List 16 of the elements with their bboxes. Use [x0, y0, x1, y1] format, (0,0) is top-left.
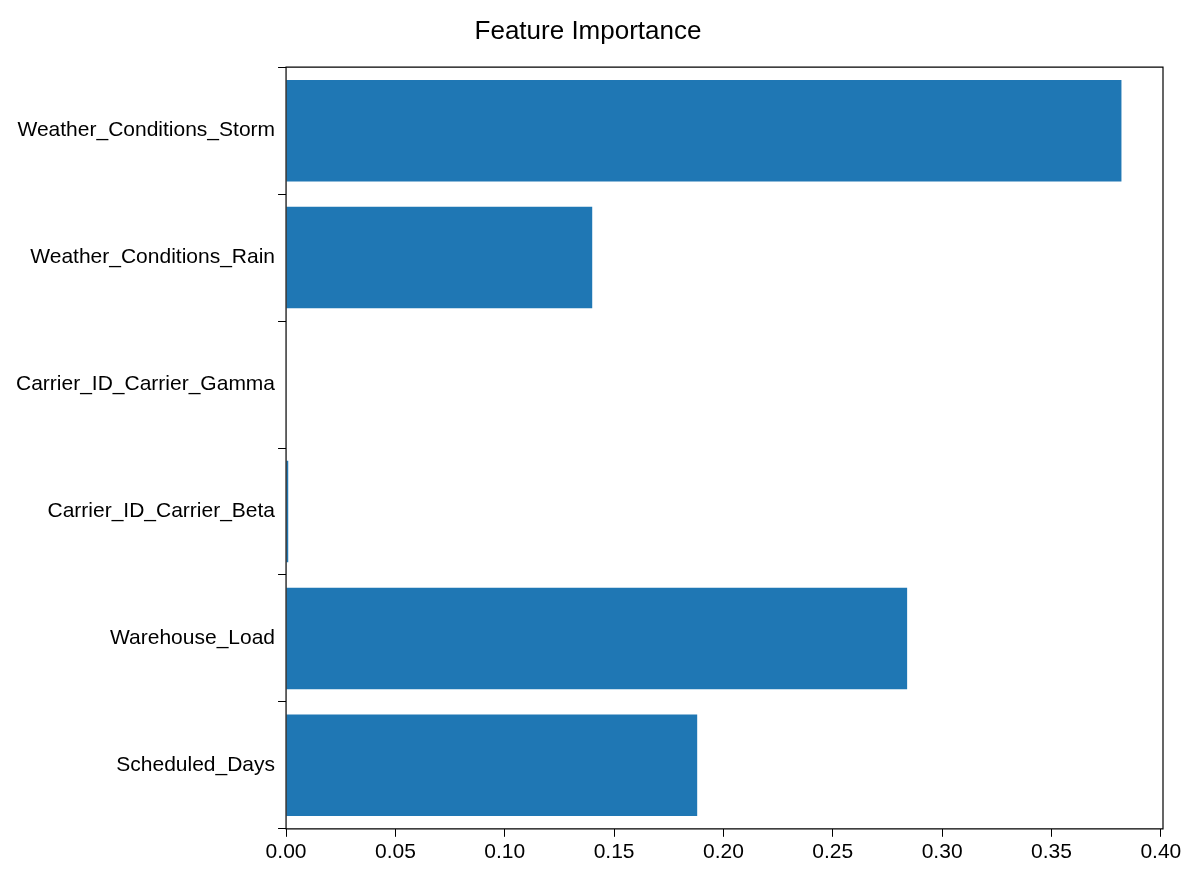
x-tick-label: 0.35	[1031, 839, 1072, 863]
y-tick-label: Weather_Conditions_Storm	[17, 117, 276, 142]
y-tick-label: Weather_Conditions_Rain	[30, 244, 276, 269]
chart-title: Feature Importance	[474, 14, 702, 45]
y-tick-label: Warehouse_Load	[110, 625, 276, 650]
y-tick-label: Carrier_ID_Carrier_Beta	[47, 498, 276, 523]
x-tick-label: 0.25	[812, 839, 854, 863]
y-tick-label: Carrier_ID_Carrier_Gamma	[15, 371, 276, 396]
x-tick-label: 0.20	[703, 839, 744, 863]
y-tick-label: Scheduled_Days	[116, 752, 276, 777]
x-tick-label: 0.10	[484, 839, 526, 863]
x-tick-label: 0.40	[1140, 839, 1182, 863]
x-tick-label: 0.30	[921, 839, 963, 863]
x-tick-label: 0.00	[265, 839, 307, 863]
x-tick-label: 0.15	[593, 839, 635, 863]
x-tick-label: 0.05	[374, 839, 416, 863]
